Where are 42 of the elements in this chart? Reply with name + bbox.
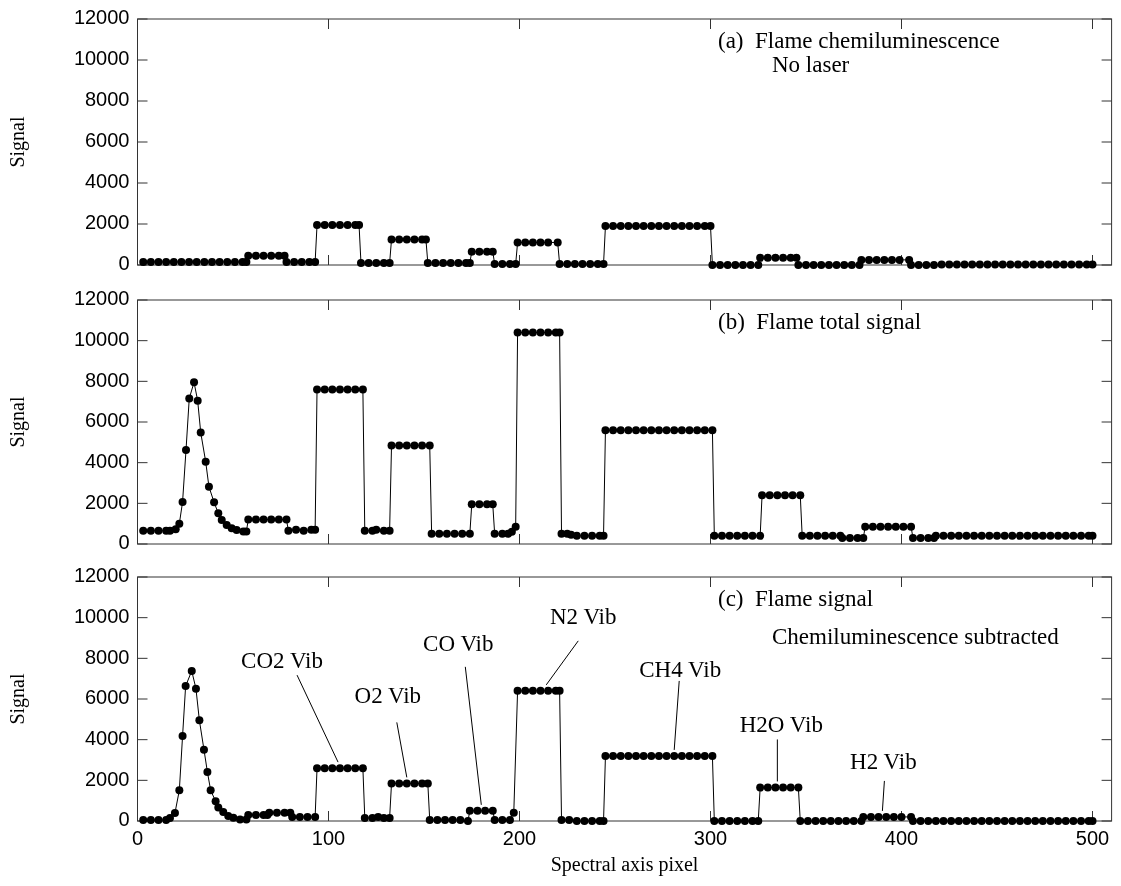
y-tick-label: 12000 [73, 564, 130, 587]
y-tick-label: 6000 [85, 409, 130, 432]
x-axis-title: Spectral axis pixel [550, 853, 699, 876]
y-tick-label: 8000 [85, 368, 130, 391]
annotation: CO2 Vib [241, 648, 323, 674]
x-tick-label: 100 [311, 827, 346, 849]
annotation: CH4 Vib [639, 656, 722, 682]
annotation: CO Vib [423, 630, 494, 656]
y-tick-label: 12000 [73, 6, 130, 29]
y-tick-label: 4000 [85, 449, 130, 472]
annotation: No laser [772, 52, 850, 77]
y-axis-title: Signal [6, 673, 29, 725]
y-tick-label: 0 [118, 531, 130, 554]
annotation: (c) Flame signal [718, 586, 874, 611]
x-tick-label: 200 [502, 827, 537, 849]
y-tick-label: 2000 [85, 211, 130, 234]
y-tick-label: 10000 [73, 47, 130, 70]
annotation: O2 Vib [354, 683, 422, 709]
y-tick-label: 6000 [85, 686, 130, 709]
annotation: (a) Flame chemiluminescence [718, 28, 1000, 53]
annotation: N2 Vib [549, 603, 617, 629]
y-tick-label: 0 [118, 252, 130, 275]
y-tick-label: 4000 [85, 170, 130, 193]
y-tick-label: 8000 [85, 88, 130, 111]
y-tick-label: 10000 [73, 327, 130, 350]
annotation: H2 Vib [850, 748, 917, 774]
y-tick-label: 2000 [85, 490, 130, 513]
y-axis-title: Signal [6, 396, 29, 448]
y-tick-label: 10000 [73, 604, 130, 627]
x-tick-label: 300 [693, 827, 728, 849]
y-tick-label: 2000 [85, 767, 130, 790]
annotation: Chemiluminescence subtracted [772, 624, 1060, 649]
y-tick-label: 6000 [85, 129, 130, 152]
y-tick-label: 12000 [73, 287, 130, 310]
y-tick-label: 8000 [85, 645, 130, 668]
x-tick-label: 500 [1075, 827, 1110, 849]
y-tick-label: 4000 [85, 726, 130, 749]
annotation: H2O Vib [739, 712, 823, 738]
x-tick-label: 400 [884, 827, 919, 849]
y-tick-label: 0 [118, 808, 130, 831]
annotation: (b) Flame total signal [718, 309, 922, 334]
y-axis-title: Signal [6, 116, 29, 168]
